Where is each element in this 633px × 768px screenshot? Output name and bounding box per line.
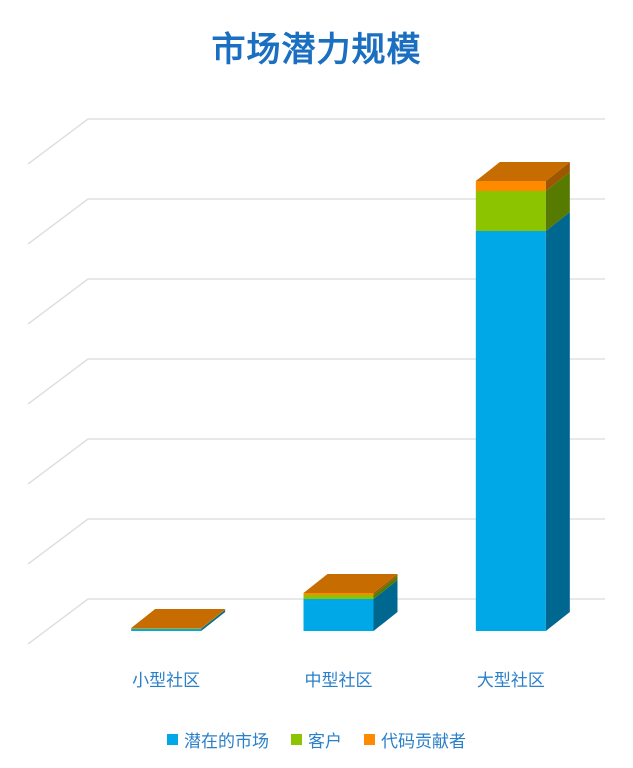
- chart-title: 市场潜力规模: [211, 30, 422, 70]
- legend-label: 代码贡献者: [381, 732, 466, 752]
- bar-segment: [303, 576, 398, 599]
- bar-segment: [131, 609, 226, 629]
- bar-top: [131, 609, 226, 628]
- gridline: [27, 438, 605, 485]
- gridline: [27, 518, 605, 565]
- legend-swatch: [364, 734, 375, 745]
- bar-segment: [475, 162, 570, 191]
- legend-label: 潜在的市场: [184, 732, 269, 752]
- gridline: [27, 278, 605, 325]
- bar-top: [475, 162, 570, 181]
- bar-top: [303, 574, 398, 593]
- legend-item: 客户: [291, 727, 342, 752]
- legend-item: 代码贡献者: [364, 727, 466, 752]
- gridline: [27, 598, 605, 645]
- x-tick-layer: 小型社区 中型社区 大型社区: [132, 671, 545, 691]
- bar-layer: [131, 162, 570, 631]
- gridline: [27, 198, 605, 245]
- x-tick-label: 中型社区: [305, 671, 373, 691]
- legend-swatch: [167, 734, 178, 745]
- bar-segment: [131, 609, 226, 629]
- grid-layer: [27, 118, 605, 645]
- legend: 潜在的市场 客户 代码贡献者: [0, 727, 633, 752]
- x-tick-label: 大型社区: [477, 671, 545, 691]
- bar-segment: [303, 574, 398, 595]
- bar-segment: [475, 212, 570, 631]
- bar-segment: [131, 610, 226, 631]
- bar-segment: [475, 172, 570, 231]
- gridline: [27, 358, 605, 405]
- bar-segment: [303, 580, 398, 631]
- legend-label: 客户: [308, 732, 342, 752]
- x-tick-label: 小型社区: [132, 671, 200, 691]
- legend-item: 潜在的市场: [167, 727, 269, 752]
- gridline: [27, 118, 605, 165]
- legend-swatch: [291, 734, 302, 745]
